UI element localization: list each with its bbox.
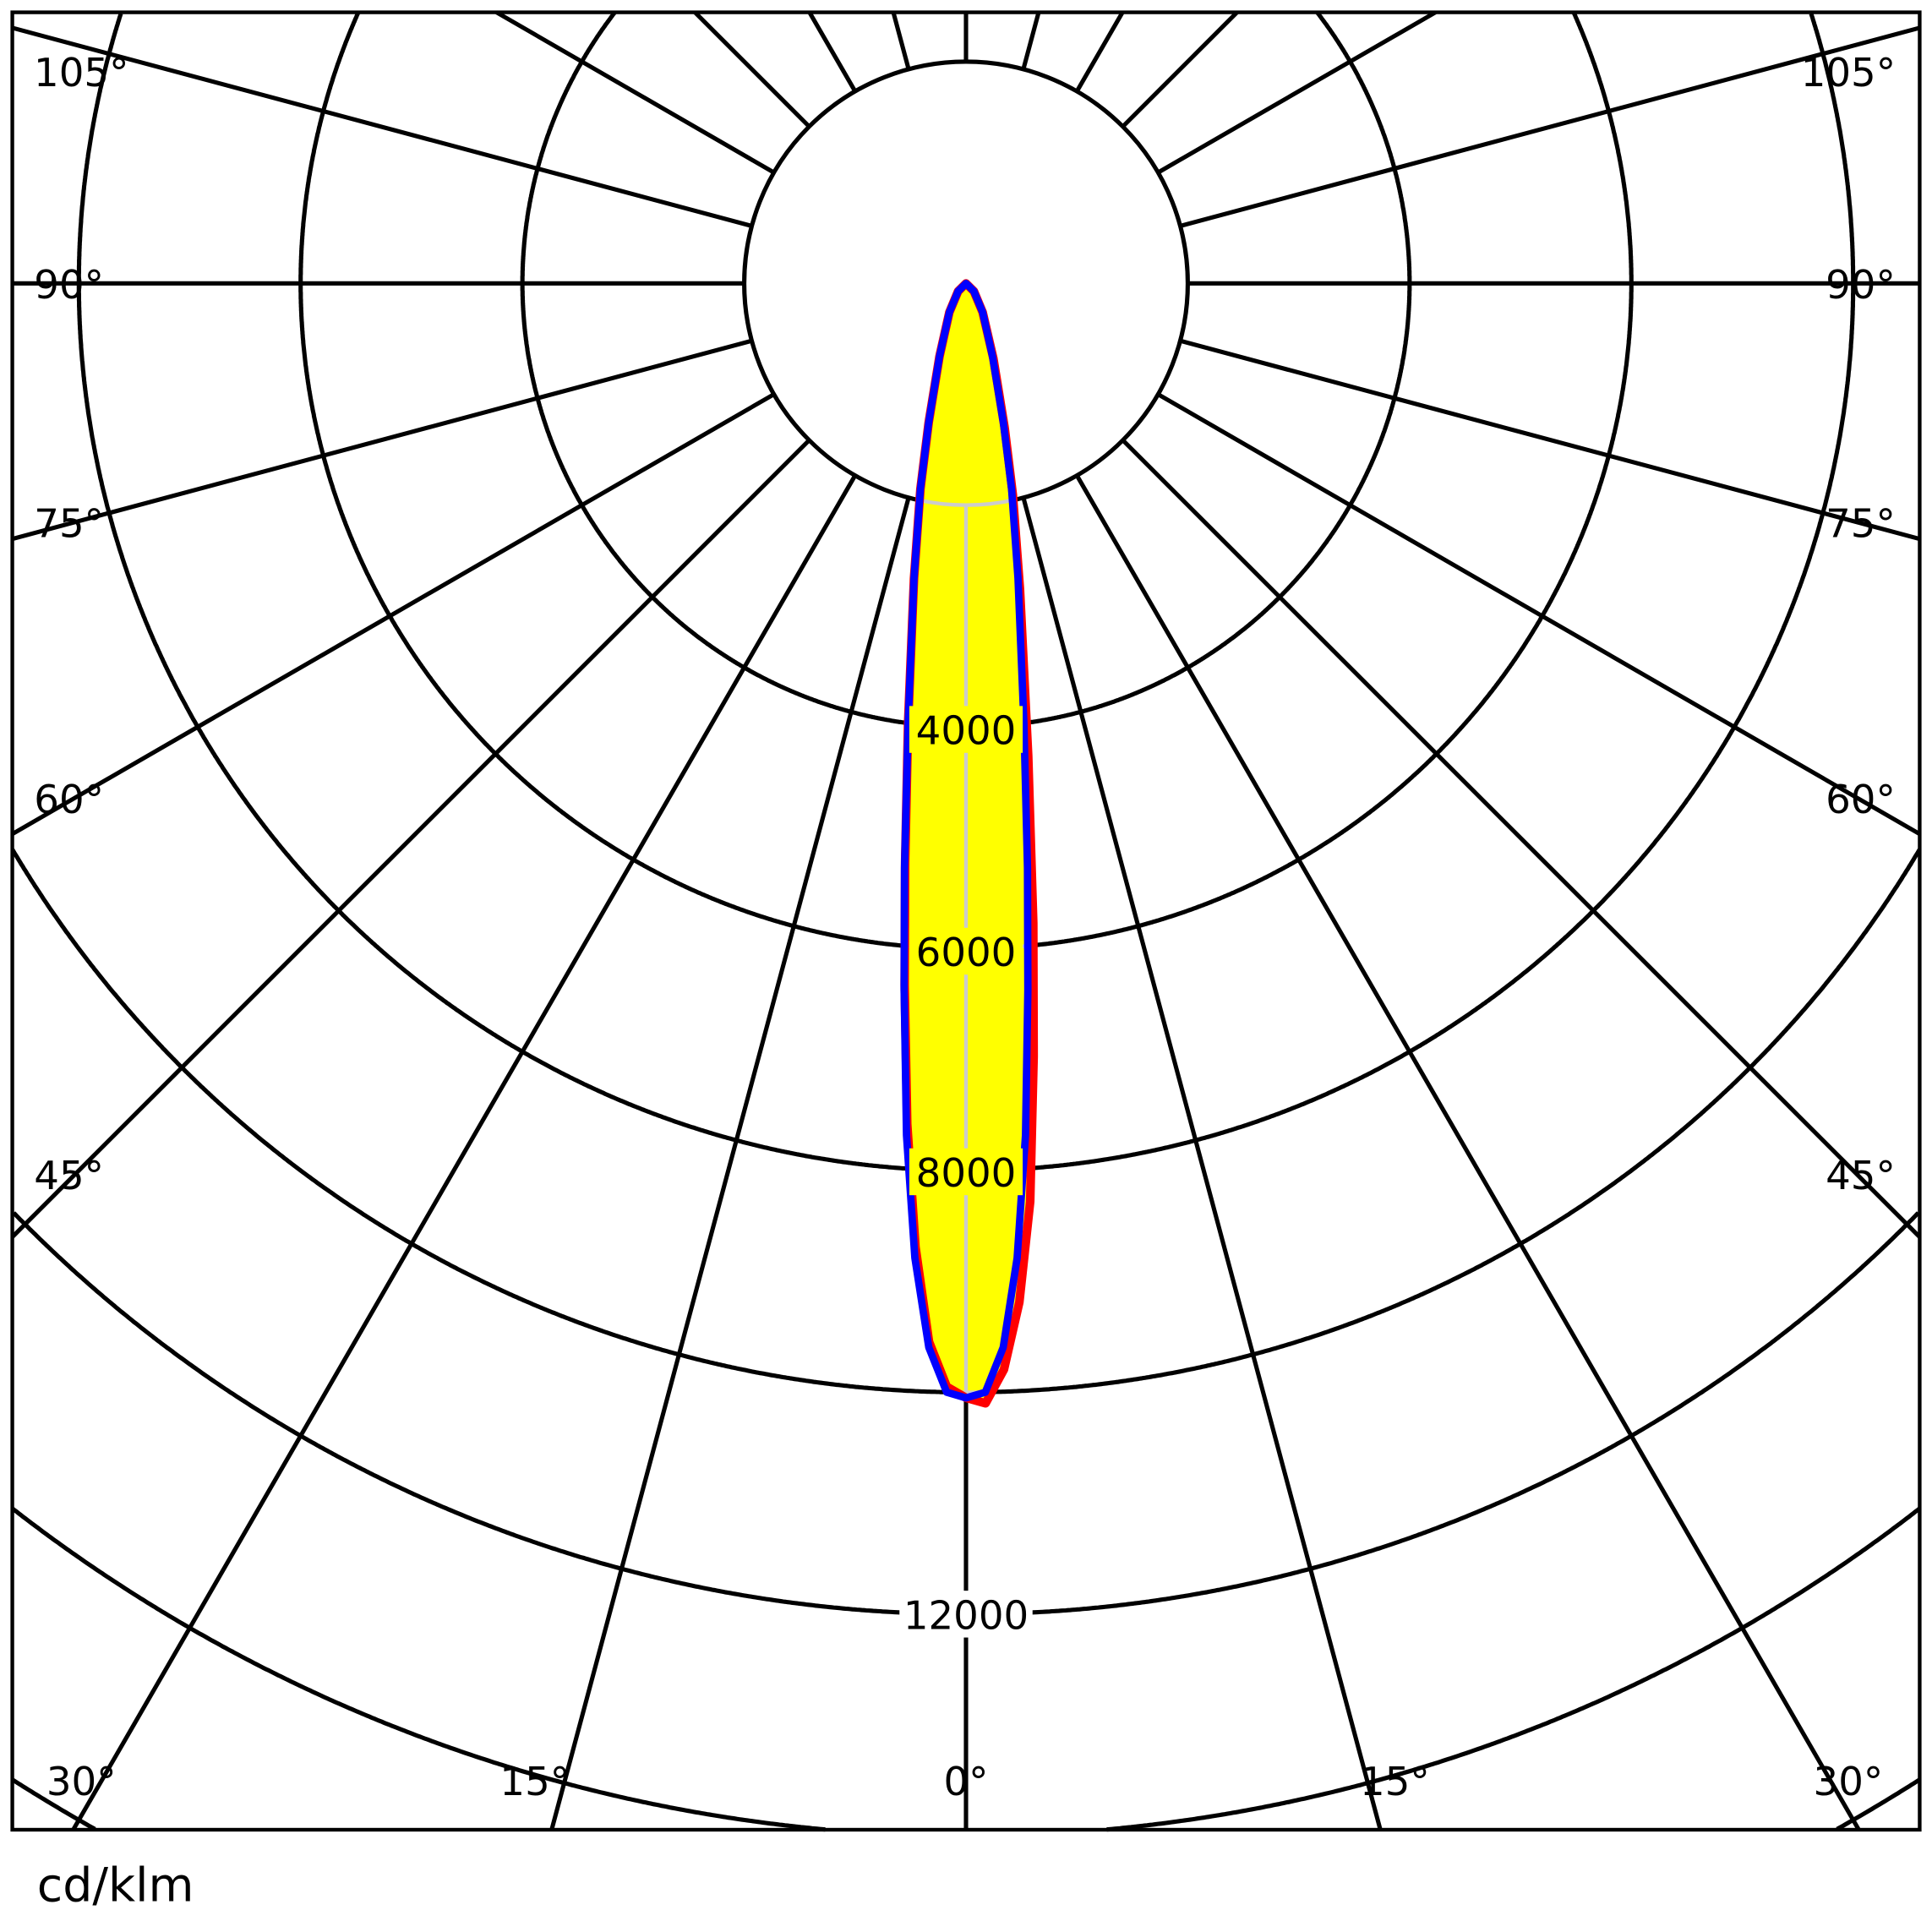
unit-label: cd/klm	[37, 1859, 194, 1913]
tick-label: 4000	[916, 709, 1017, 755]
grid-spoke-330	[71, 474, 857, 1831]
grid-ring-12000	[12, 1211, 1920, 1617]
grid-spoke-15	[1021, 497, 1383, 1831]
angle-label-bottom: 30°	[46, 1760, 117, 1805]
series-line-1	[900, 279, 1032, 1402]
grid-ring-4000	[520, 11, 1412, 729]
angle-label-left: 75°	[34, 502, 104, 548]
grid-ring-14000	[10, 1506, 1922, 1832]
angle-label-bottom: 15°	[1360, 1760, 1430, 1805]
grid-spoke-165	[1021, 11, 1041, 70]
angle-label-left: 60°	[34, 778, 104, 823]
grid-spoke-225	[693, 10, 811, 128]
grid-spoke-285	[11, 338, 753, 542]
grid-ring-16000	[11, 1777, 1921, 1831]
grid-spoke-345	[549, 497, 911, 1831]
grid-ring-10000	[10, 848, 1922, 1394]
grid-spoke-300	[11, 392, 776, 837]
grid-spoke-240	[495, 10, 776, 175]
grid-spoke-135	[1121, 10, 1239, 128]
grid-spoke-45	[1121, 439, 1922, 1239]
radial-label-4000: 4000	[909, 706, 1023, 755]
angle-label-bottom: 30°	[1814, 1760, 1884, 1805]
grid-ring-8000	[76, 13, 1856, 1173]
grid-ring-6000	[298, 12, 1634, 952]
radial-label-8000: 8000	[909, 1148, 1023, 1197]
grid-spoke-315	[10, 439, 811, 1239]
plot-frame	[10, 10, 1922, 1832]
angle-label-right: 45°	[1826, 1154, 1896, 1199]
grid-spoke-60	[1156, 392, 1921, 837]
grid-spoke-195	[891, 11, 911, 70]
radial-label-6000: 6000	[909, 927, 1023, 976]
grid-spoke-210	[807, 11, 857, 93]
angle-label-bottom: 0°	[944, 1760, 989, 1805]
angle-label-left: 105°	[34, 51, 128, 96]
radial-label-12000: 12000	[899, 1591, 1033, 1639]
grid	[10, 10, 1922, 1832]
grid-spoke-255	[11, 25, 753, 228]
tick-label: 8000	[916, 1151, 1017, 1197]
curves	[900, 279, 1039, 1408]
grid-spoke-105	[1179, 25, 1921, 228]
angle-label-right: 90°	[1826, 263, 1896, 308]
tick-label: 6000	[916, 931, 1017, 976]
grid-spoke-120	[1156, 10, 1437, 175]
angle-label-left: 90°	[34, 263, 104, 308]
angle-labels: 105° 90° 75° 60° 45° 105° 90° 75° 60° 45…	[34, 51, 1896, 1805]
angle-label-left: 45°	[34, 1154, 104, 1199]
angle-label-right: 105°	[1801, 51, 1896, 96]
grid-spoke-150	[1075, 11, 1125, 93]
grid-spoke-30	[1075, 474, 1861, 1831]
angle-label-right: 60°	[1826, 778, 1896, 823]
radial-labels: 4000 6000 8000 12000	[899, 706, 1033, 1639]
angle-label-right: 75°	[1826, 502, 1896, 548]
tick-label: 12000	[903, 1593, 1029, 1639]
angle-label-bottom: 15°	[499, 1760, 570, 1805]
grid-spoke-75	[1179, 338, 1921, 542]
